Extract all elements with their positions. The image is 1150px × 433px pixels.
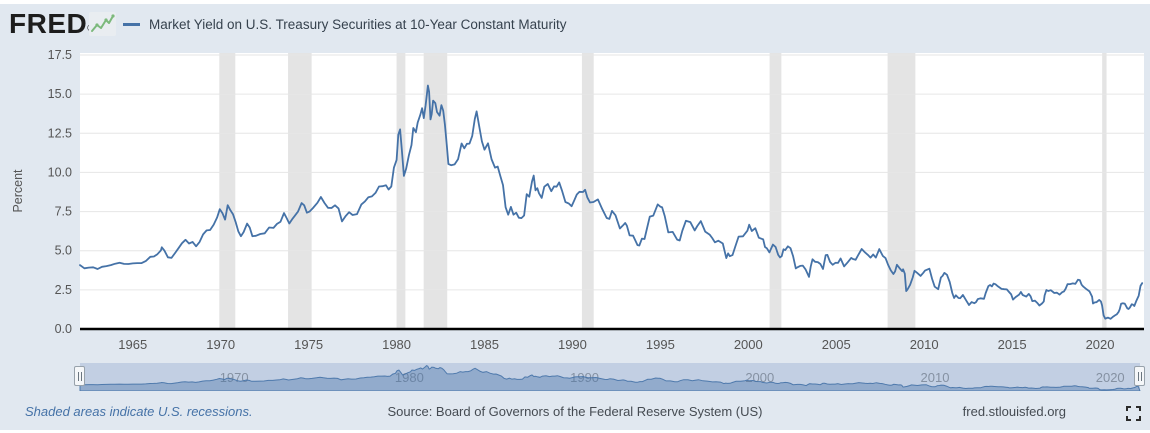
svg-text:2.5: 2.5 bbox=[55, 283, 72, 297]
recession-band bbox=[219, 53, 236, 329]
range-navigator[interactable]: 197019801990200020102020 bbox=[0, 363, 1150, 392]
fred-site-link[interactable]: fred.stlouisfed.org bbox=[962, 404, 1066, 419]
navigator-decade-label: 2000 bbox=[745, 370, 774, 385]
fullscreen-corner-tl bbox=[1126, 406, 1131, 411]
fred-logo-sparkline-icon bbox=[89, 12, 116, 36]
chart-footer: Shaded areas indicate U.S. recessions. S… bbox=[0, 398, 1150, 428]
svg-text:1970: 1970 bbox=[206, 337, 235, 352]
fullscreen-corner-tr bbox=[1136, 406, 1141, 411]
chart-header: FRED® Market Yield on U.S. Treasury Secu… bbox=[0, 4, 1150, 44]
fullscreen-button[interactable] bbox=[1126, 406, 1141, 421]
series-legend-label: Market Yield on U.S. Treasury Securities… bbox=[149, 16, 567, 32]
svg-text:1965: 1965 bbox=[118, 337, 147, 352]
fred-logo-text: FRED bbox=[9, 8, 88, 39]
fred-embed-widget: FRED® Market Yield on U.S. Treasury Secu… bbox=[0, 4, 1150, 430]
svg-text:1985: 1985 bbox=[470, 337, 499, 352]
svg-text:1995: 1995 bbox=[646, 337, 675, 352]
svg-text:7.5: 7.5 bbox=[55, 205, 72, 219]
svg-text:1990: 1990 bbox=[558, 337, 587, 352]
recession-band bbox=[1102, 53, 1107, 329]
legend-line-swatch bbox=[123, 22, 140, 26]
y-axis-title: Percent bbox=[11, 169, 25, 213]
recessions-note-link[interactable]: Shaded areas indicate U.S. recessions. bbox=[25, 404, 253, 419]
svg-text:10.0: 10.0 bbox=[48, 165, 72, 179]
fred-logo[interactable]: FRED® bbox=[9, 8, 94, 40]
recession-band bbox=[423, 53, 448, 329]
yield-line-series bbox=[79, 84, 1144, 320]
main-chart-plot[interactable]: 0.0 2.5 5.0 7.5 10.0 12.5 15.0 17.5 1965 1970 1975… bbox=[0, 45, 1150, 355]
navigator-right-handle[interactable] bbox=[1134, 366, 1145, 386]
svg-text:17.5: 17.5 bbox=[48, 48, 72, 62]
recession-band bbox=[396, 53, 406, 329]
svg-text:2015: 2015 bbox=[998, 337, 1027, 352]
fullscreen-corner-br bbox=[1136, 416, 1141, 421]
navigator-decade-label: 2010 bbox=[921, 370, 950, 385]
svg-text:12.5: 12.5 bbox=[48, 126, 72, 140]
recession-band bbox=[769, 53, 782, 329]
svg-text:2020: 2020 bbox=[1086, 337, 1115, 352]
navigator-decade-label: 2020 bbox=[1096, 370, 1125, 385]
svg-text:1980: 1980 bbox=[382, 337, 411, 352]
navigator-area-series bbox=[79, 364, 1141, 392]
svg-text:2005: 2005 bbox=[822, 337, 851, 352]
navigator-left-handle[interactable] bbox=[74, 366, 85, 386]
svg-text:5.0: 5.0 bbox=[55, 244, 72, 258]
svg-text:15.0: 15.0 bbox=[48, 87, 72, 101]
svg-text:2010: 2010 bbox=[910, 337, 939, 352]
fullscreen-corner-bl bbox=[1126, 416, 1131, 421]
series-legend: Market Yield on U.S. Treasury Securities… bbox=[123, 4, 566, 44]
svg-text:2000: 2000 bbox=[734, 337, 763, 352]
svg-text:1975: 1975 bbox=[294, 337, 323, 352]
svg-text:0.0: 0.0 bbox=[55, 322, 72, 336]
recession-band bbox=[581, 53, 594, 329]
recession-band bbox=[288, 53, 312, 329]
